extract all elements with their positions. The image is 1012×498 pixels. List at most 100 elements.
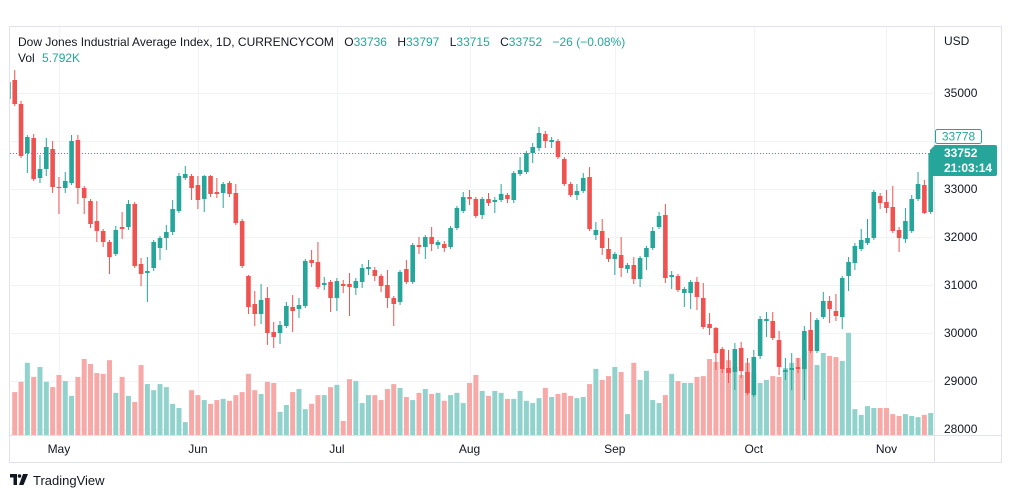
- candle-body: [441, 244, 447, 248]
- volume-bar: [593, 368, 599, 435]
- time-tick-label: Sep: [604, 442, 626, 456]
- volume-bar: [479, 390, 485, 435]
- candle: [132, 202, 138, 269]
- candle: [126, 200, 131, 230]
- volume-bar: [751, 373, 757, 435]
- candle: [271, 322, 277, 348]
- candle-body: [492, 200, 498, 203]
- volume-bar: [587, 384, 593, 435]
- candle-body: [663, 215, 668, 278]
- volume-bar: [24, 362, 30, 435]
- candle-body: [334, 281, 340, 299]
- candle-body: [201, 176, 207, 199]
- volume-bar: [561, 392, 567, 435]
- tradingview-branding[interactable]: TradingView: [10, 472, 105, 488]
- volume-bar: [473, 374, 479, 435]
- volume-bar: [138, 365, 144, 435]
- candle: [675, 274, 681, 293]
- candle-body: [157, 238, 163, 248]
- volume-bar: [208, 403, 214, 435]
- volume-bar: [833, 357, 839, 435]
- candle: [764, 311, 769, 337]
- volume-bar: [700, 376, 706, 435]
- candle-body: [391, 298, 397, 305]
- candle: [757, 316, 763, 360]
- candle-body: [372, 269, 378, 276]
- candle: [182, 166, 188, 180]
- volume-bar: [62, 381, 68, 435]
- candle-body: [928, 153, 933, 212]
- volume-bar: [391, 384, 397, 435]
- candle-body: [290, 306, 295, 312]
- volume-bar: [50, 387, 56, 435]
- candle-body: [164, 232, 169, 239]
- volume-bar: [523, 400, 529, 435]
- volume-label[interactable]: Vol: [18, 51, 35, 65]
- candle-body: [783, 370, 788, 372]
- time-tick-label: Nov: [876, 442, 897, 456]
- candle-body: [498, 194, 504, 200]
- candle: [25, 135, 30, 174]
- candle: [587, 167, 592, 231]
- candle-body: [347, 283, 352, 288]
- high-value: 33797: [405, 35, 440, 49]
- candle: [795, 358, 801, 373]
- volume-bar: [726, 360, 732, 435]
- volume-bar: [675, 381, 681, 435]
- time-tick-label: Jul: [329, 442, 344, 456]
- price-tick-label: 29000: [944, 374, 978, 388]
- candle: [88, 198, 93, 228]
- candle-body: [820, 300, 826, 318]
- candle: [277, 321, 283, 344]
- price-tick-label: 33000: [944, 182, 978, 196]
- candle: [208, 174, 213, 198]
- candle: [543, 131, 548, 149]
- candle-body: [321, 282, 327, 286]
- candle-body: [833, 311, 839, 317]
- volume-bar: [669, 373, 675, 435]
- volume-bar: [170, 403, 176, 435]
- volume-bar: [789, 362, 795, 435]
- volume-bar: [618, 371, 624, 435]
- candle: [814, 317, 820, 354]
- volume-bar: [277, 411, 283, 435]
- volume-bar: [239, 392, 245, 435]
- candle: [94, 201, 100, 242]
- candle: [81, 185, 87, 215]
- candle-body: [416, 245, 422, 247]
- candle: [524, 150, 529, 174]
- candle-body: [328, 281, 333, 299]
- candle-body: [852, 245, 858, 264]
- candle-body: [562, 159, 567, 185]
- volume-bar: [81, 359, 87, 435]
- candle-body: [511, 173, 517, 200]
- candle: [385, 269, 390, 308]
- candle: [201, 174, 207, 212]
- candle: [119, 212, 125, 240]
- candle: [460, 191, 466, 213]
- candle-body: [682, 288, 687, 294]
- candle: [884, 190, 889, 213]
- high-label: H: [397, 35, 406, 49]
- candle: [303, 258, 308, 308]
- candle: [366, 260, 371, 276]
- volume-bar: [88, 363, 94, 435]
- candle-body: [119, 227, 125, 229]
- candle: [347, 273, 352, 317]
- candle-body: [618, 255, 624, 269]
- candle-body: [675, 275, 681, 290]
- candle-body: [151, 242, 156, 269]
- volume-bar: [56, 374, 62, 435]
- candle: [138, 257, 144, 287]
- symbol-title[interactable]: Dow Jones Industrial Average Index, 1D, …: [18, 35, 334, 49]
- volume-bar: [429, 393, 435, 435]
- volume-bar: [106, 360, 112, 435]
- candle-body: [669, 275, 674, 277]
- candle-body: [423, 237, 428, 247]
- candle: [574, 184, 580, 200]
- candle: [441, 240, 447, 252]
- legend-volume-row: Vol 5.792K: [18, 50, 625, 66]
- volume-bar: [94, 373, 100, 435]
- volume-bar: [43, 381, 49, 435]
